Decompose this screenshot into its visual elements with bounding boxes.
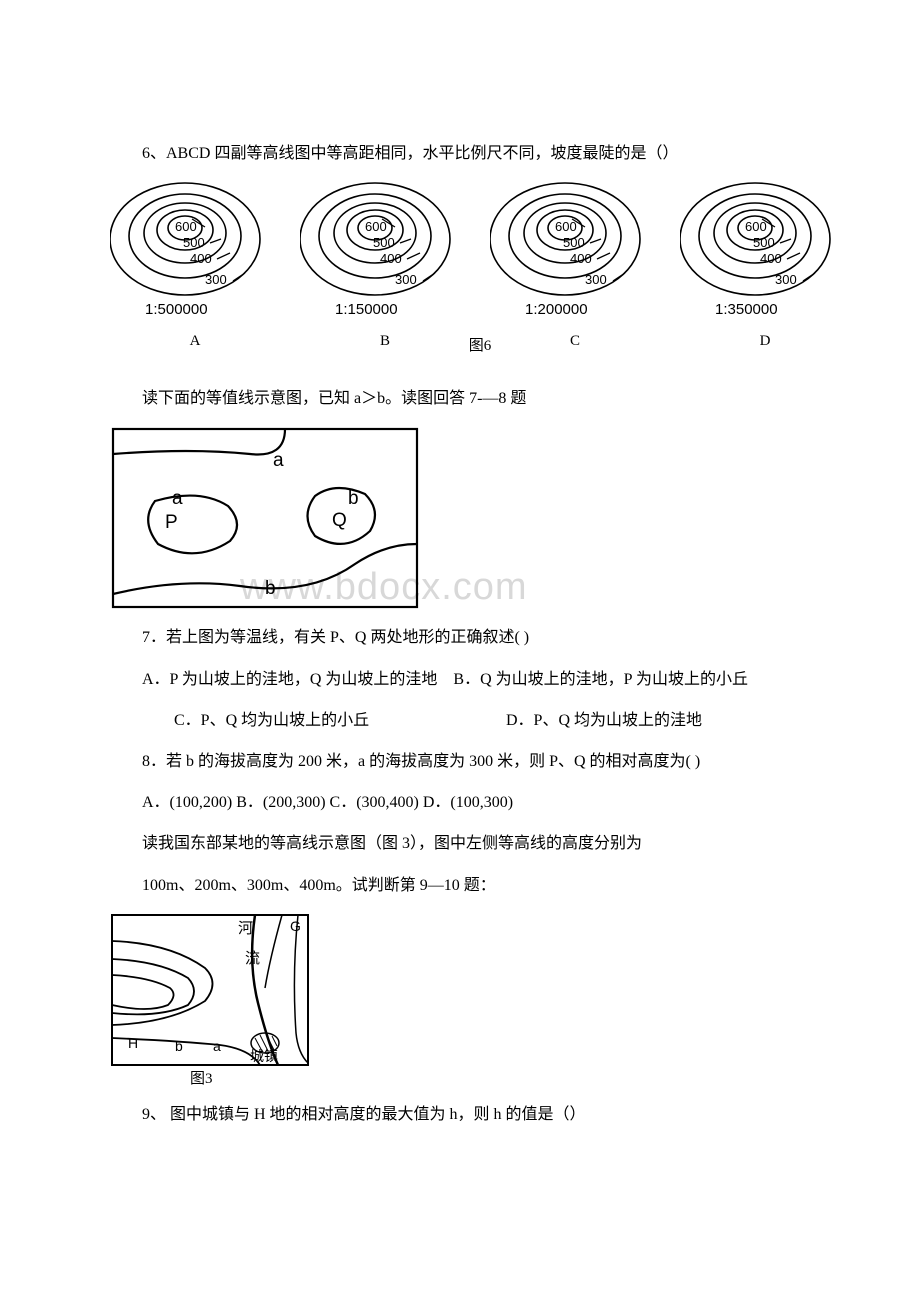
svg-text:600: 600	[175, 219, 197, 234]
svg-text:图3: 图3	[190, 1070, 213, 1087]
svg-text:a: a	[172, 488, 183, 509]
svg-text:400: 400	[570, 251, 592, 266]
contour-river-diagram-icon: 河 流 G H a b 城镇 图3	[110, 913, 310, 1088]
svg-text:300: 300	[775, 272, 797, 287]
svg-text:1:350000: 1:350000	[715, 301, 778, 318]
figure6-label-a: A	[110, 333, 280, 350]
svg-text:a: a	[213, 1038, 221, 1054]
isotherm-diagram-icon: a a P b Q b	[110, 426, 420, 611]
svg-text:600: 600	[365, 219, 387, 234]
svg-text:a: a	[273, 450, 284, 471]
figure6-label-b: B	[300, 333, 470, 350]
figure6-map-c: 600 500 400 300 1:200000 C	[490, 181, 660, 350]
q8-options: A．(100,200) B．(200,300) C．(300,400) D．(1…	[110, 789, 850, 816]
q9-stem: 9、 图中城镇与 H 地的相对高度的最大值为 h，则 h 的值是（）	[110, 1101, 850, 1128]
svg-text:400: 400	[760, 251, 782, 266]
svg-text:500: 500	[563, 235, 585, 250]
svg-text:400: 400	[190, 251, 212, 266]
svg-text:b: b	[348, 488, 359, 509]
svg-text:500: 500	[373, 235, 395, 250]
svg-text:1:500000: 1:500000	[145, 301, 208, 318]
svg-text:b: b	[265, 578, 276, 599]
contour-map-icon: 600 500 400 300 1:200000	[490, 181, 660, 326]
svg-text:河: 河	[238, 920, 253, 937]
figure6-label-d: D	[680, 333, 850, 350]
q7-options-cd: C．P、Q 均为山坡上的小丘 D．P、Q 均为山坡上的洼地	[110, 707, 850, 734]
figure6-map-b: 600 500 400 300 1:150000 B	[300, 181, 470, 350]
svg-text:1:200000: 1:200000	[525, 301, 588, 318]
contour-map-icon: 600 500 400 300 1:350000	[680, 181, 850, 326]
svg-text:400: 400	[380, 251, 402, 266]
svg-text:城镇: 城镇	[250, 1049, 278, 1065]
q9-intro-line2: 100m、200m、300m、400m。试判断第 9—10 题：	[110, 872, 850, 899]
svg-text:P: P	[165, 512, 178, 533]
svg-text:1:150000: 1:150000	[335, 301, 398, 318]
q7-stem: 7．若上图为等温线，有关 P、Q 两处地形的正确叙述( )	[110, 624, 850, 651]
figure-pq: www.bdocx.com a a P b Q b	[110, 426, 850, 616]
contour-map-icon: 600 500 400 300 1:500000	[110, 181, 280, 326]
q7-options-ab: A．P 为山坡上的洼地，Q 为山坡上的洼地 B．Q 为山坡上的洼地，P 为山坡上…	[110, 666, 850, 693]
svg-text:300: 300	[205, 272, 227, 287]
contour-map-icon: 600 500 400 300 1:150000	[300, 181, 470, 326]
q6-stem: 6、ABCD 四副等高线图中等高距相同，水平比例尺不同，坡度最陡的是（）	[110, 140, 850, 167]
svg-text:G: G	[290, 918, 301, 934]
figure6-map-d: 600 500 400 300 1:350000 D	[680, 181, 850, 350]
figure6-map-a: 600 500 400 300 1:500000 A	[110, 181, 280, 350]
svg-text:500: 500	[753, 235, 775, 250]
q7-intro: 读下面的等值线示意图，已知 a＞b。读图回答 7-—8 题	[110, 385, 850, 412]
svg-text:600: 600	[555, 219, 577, 234]
figure6-label-c: C	[570, 333, 580, 349]
q9-intro-line1: 读我国东部某地的等高线示意图（图 3），图中左侧等高线的高度分别为	[110, 830, 850, 857]
svg-text:b: b	[175, 1038, 183, 1054]
svg-text:300: 300	[585, 272, 607, 287]
svg-text:Q: Q	[332, 510, 347, 531]
svg-text:600: 600	[745, 219, 767, 234]
svg-text:500: 500	[183, 235, 205, 250]
svg-text:H: H	[128, 1035, 138, 1051]
q8-stem: 8．若 b 的海拔高度为 200 米，a 的海拔高度为 300 米，则 P、Q …	[110, 748, 850, 775]
svg-text:流: 流	[245, 950, 260, 967]
figure6: 600 500 400 300 1:500000 A	[110, 181, 850, 350]
figure3: 河 流 G H a b 城镇 图3	[110, 913, 850, 1093]
svg-text:300: 300	[395, 272, 417, 287]
